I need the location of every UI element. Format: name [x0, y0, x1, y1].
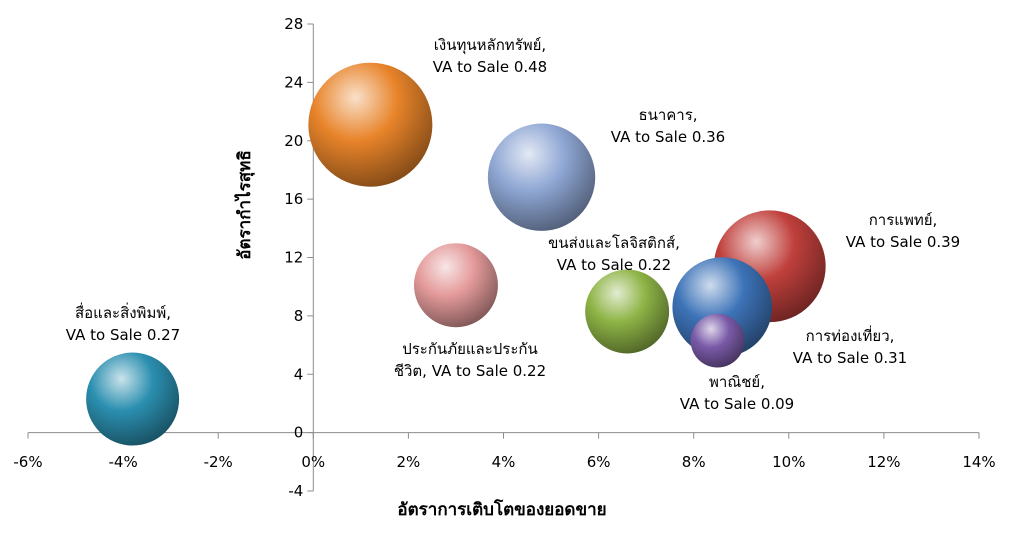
x-tick-label: 4%	[492, 453, 516, 471]
y-tick-label: 0	[294, 424, 304, 442]
y-tick-label: 20	[284, 132, 303, 150]
bubble-label: การท่องเที่ยว, VA to Sale 0.31	[793, 325, 907, 367]
bubble-label: เงินทุนหลักทรัพย์, VA to Sale 0.48	[433, 36, 547, 76]
x-tick-label: -2%	[204, 453, 233, 471]
x-tick-label: 6%	[587, 453, 611, 471]
bubble-6	[690, 313, 745, 368]
x-tick-label: 14%	[962, 453, 995, 471]
y-tick-label: 12	[284, 249, 303, 267]
bubbles-layer	[86, 62, 826, 446]
y-tick-label: 8	[294, 307, 304, 325]
bubble-label: พาณิชย์, VA to Sale 0.09	[680, 373, 794, 413]
y-tick-label: 4	[294, 365, 304, 383]
bubble-7	[86, 352, 180, 446]
y-tick-label: 28	[284, 15, 303, 33]
y-tick-label: -4	[288, 482, 303, 500]
x-tick-label: 2%	[397, 453, 421, 471]
x-tick-label: 0%	[301, 453, 325, 471]
y-axis-title: อัตรากำไรสุทธิ	[234, 150, 255, 259]
bubble-4	[585, 269, 670, 354]
y-tick-label: 24	[284, 73, 303, 91]
y-tick-label: 16	[284, 190, 303, 208]
bubble-1	[487, 123, 596, 231]
bubble-labels-layer: เงินทุนหลักทรัพย์, VA to Sale 0.48 ธนาคาร,…	[66, 36, 960, 413]
bubble-label: สื่อและสิ่งพิมพ์, VA to Sale 0.27	[66, 302, 180, 344]
bubble-0	[308, 62, 433, 187]
x-tick-label: -6%	[13, 453, 42, 471]
bubble-label: การแพทย์, VA to Sale 0.39	[846, 211, 960, 251]
x-tick-label: 10%	[772, 453, 805, 471]
bubble-label: ประกันภัยและประกันชีวิต, VA to Sale 0.22	[394, 340, 546, 380]
bubble-label: ขนส่งและโลจิสติกส์, VA to Sale 0.22	[548, 234, 680, 274]
x-tick-label: 8%	[682, 453, 706, 471]
bubble-5	[413, 243, 498, 328]
x-axis-title: อัตราการเติบโตของยอดขาย	[397, 499, 606, 520]
x-tick-label: -4%	[108, 453, 137, 471]
axes: -6% -4% -2% 0% 2% 4% 6% 8% 10% 12% 14% -4 0 4 8 12 16 20 2…	[13, 15, 995, 500]
x-tick-label: 12%	[867, 453, 900, 471]
bubble-label: ธนาคาร, VA to Sale 0.36	[611, 106, 725, 146]
